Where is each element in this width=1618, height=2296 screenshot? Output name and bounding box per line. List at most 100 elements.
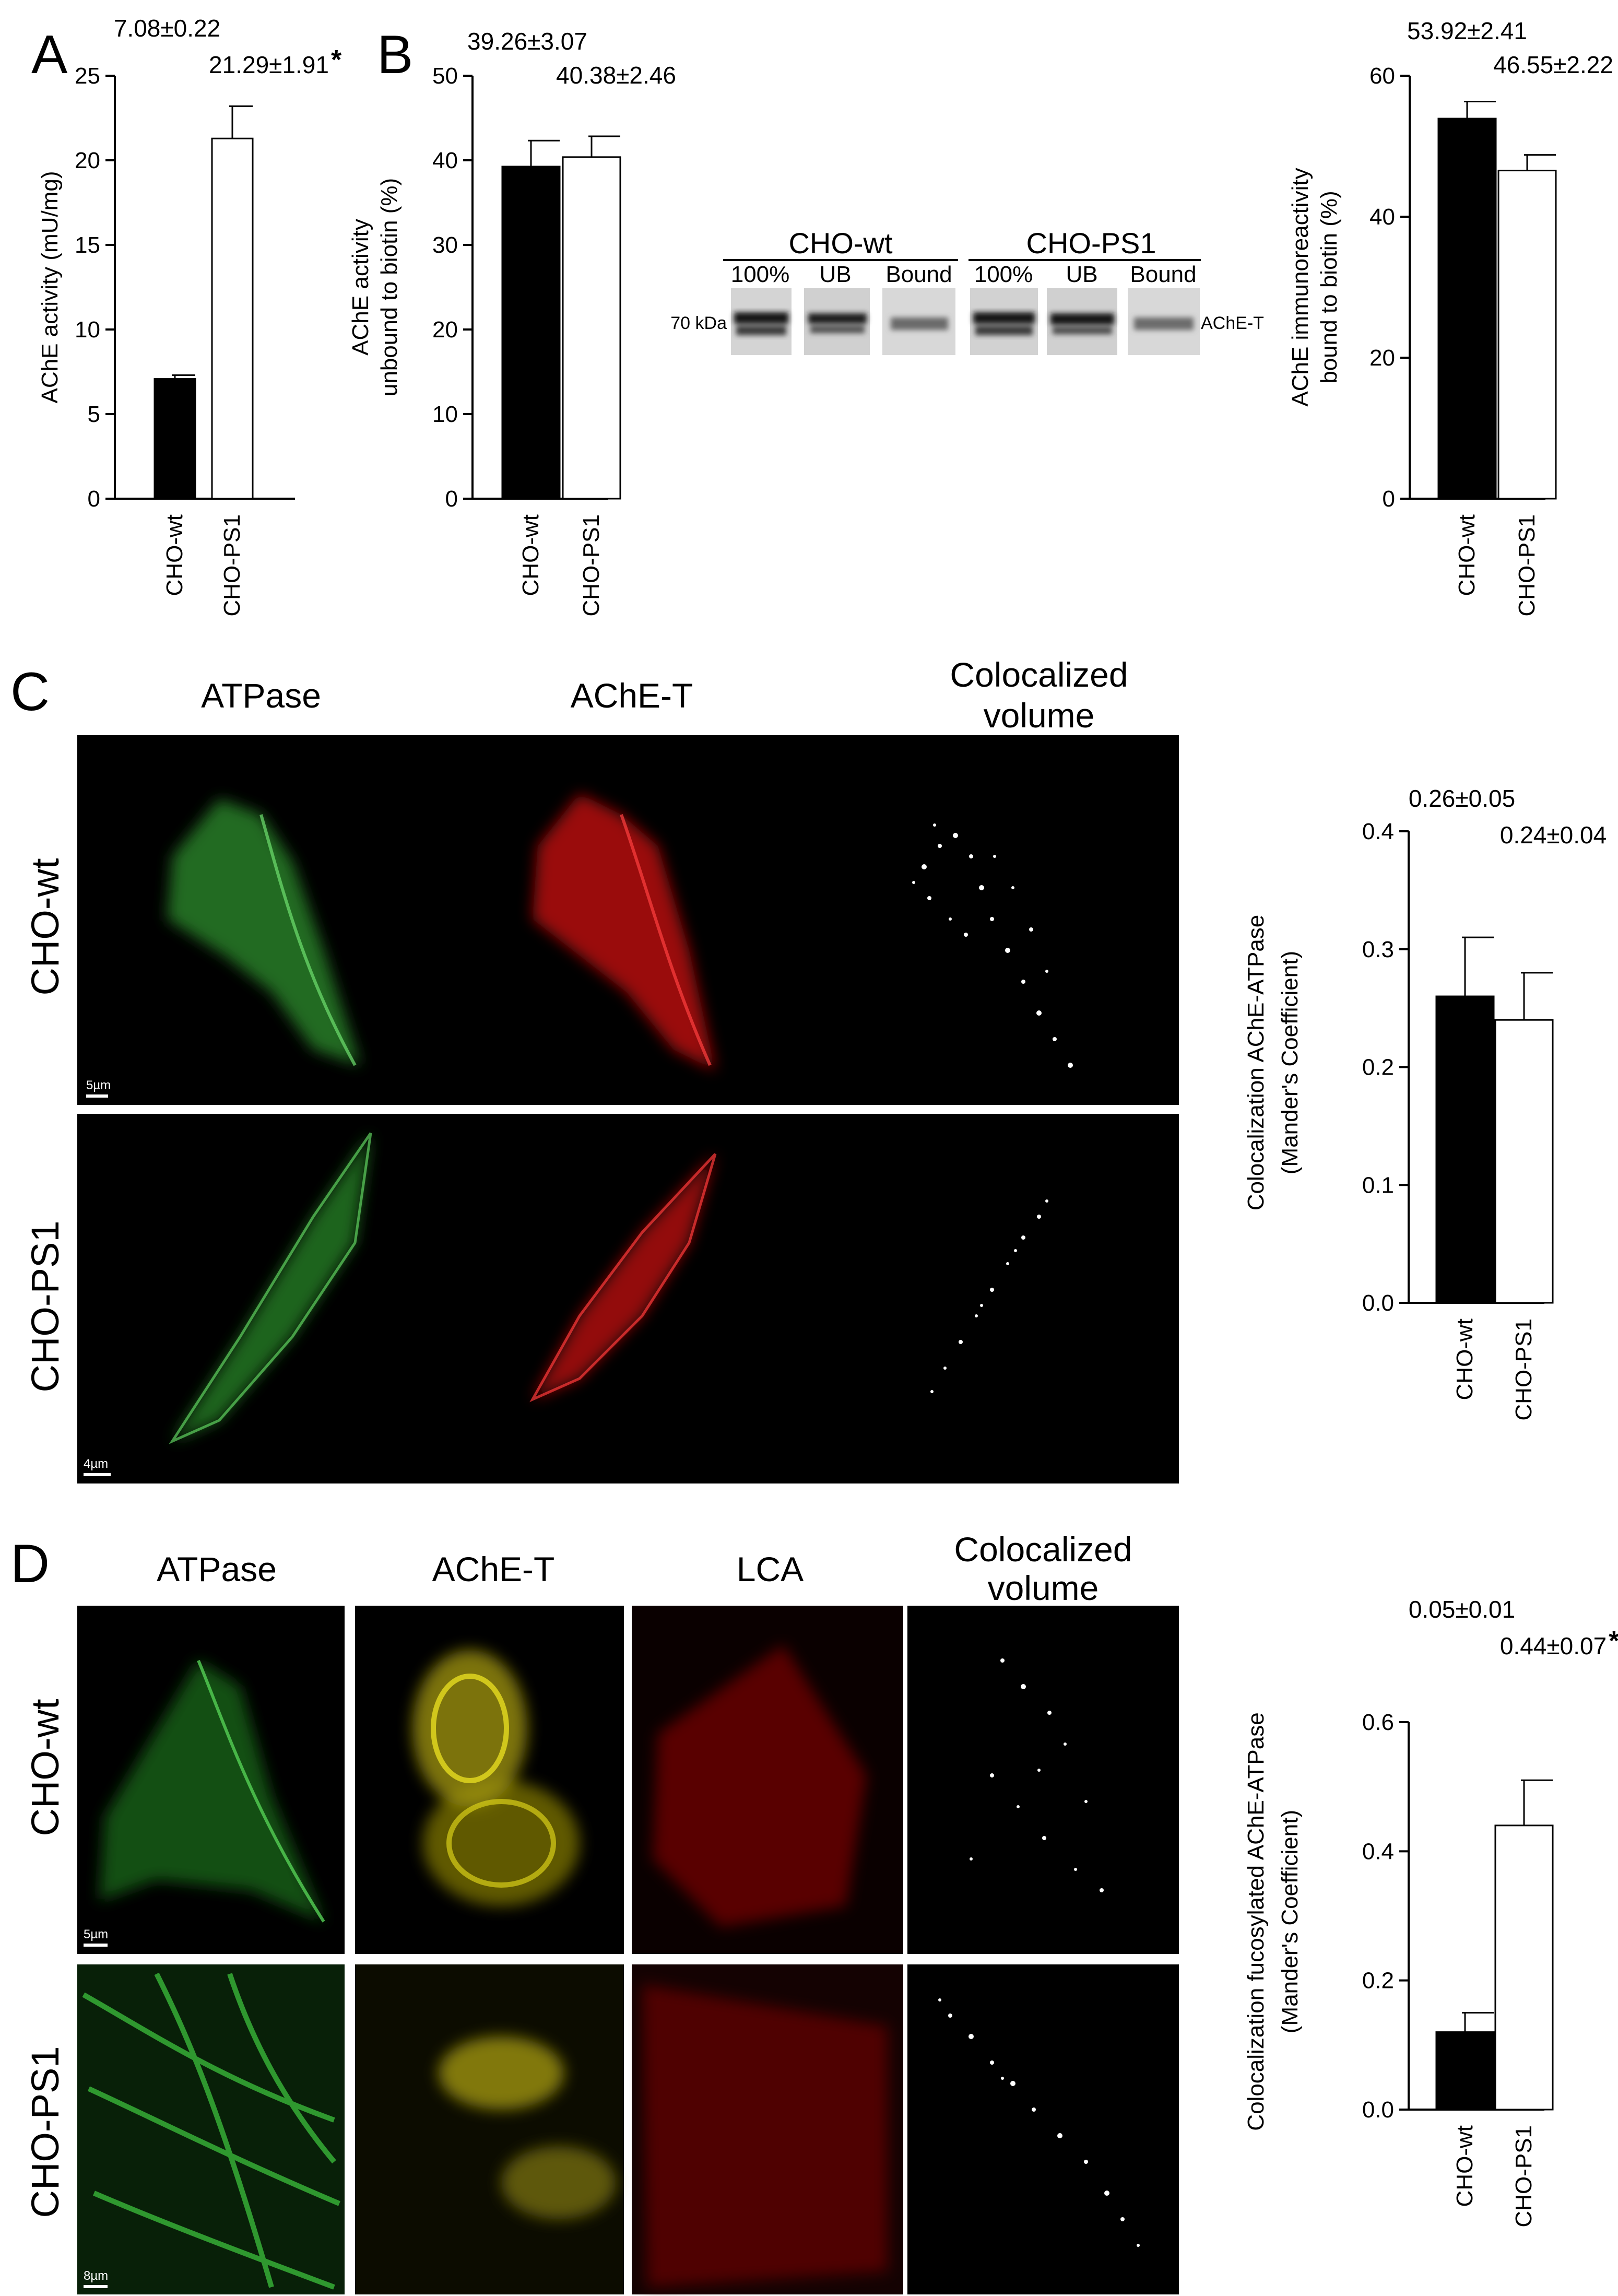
bar-cho-wt: [501, 166, 561, 500]
cell-lca: [642, 1984, 888, 2287]
blot-lane-label: 100%: [731, 262, 790, 287]
y-axis-label: (Mander's Coefficient): [1277, 1810, 1303, 2033]
y-tick-label: 0: [88, 486, 100, 512]
panel-label-a: A: [31, 25, 68, 85]
membrane-atpase: [197, 1659, 325, 1923]
y-tick-label: 15: [75, 232, 100, 258]
scalebar-label: 5µm: [84, 1927, 108, 1941]
category-label: CHO-wt: [518, 514, 544, 596]
column-label-ache-t: AChE-T: [432, 1550, 555, 1588]
western-blot: CHO-wt CHO-PS1 100% UB Bound 100% UB Bou…: [670, 227, 1264, 355]
data-label: 40.38±2.46: [556, 62, 676, 89]
data-label: 0.05±0.01: [1409, 1596, 1515, 1623]
bar-cho-ps1: [1494, 1019, 1554, 1304]
microscopy-d: ATPase AChE-T LCA Colocalized volume CHO…: [23, 1530, 1179, 2294]
data-label: 39.26±3.07: [467, 28, 587, 55]
coloc-points: [930, 1199, 1048, 1393]
column-label-volume: volume: [984, 696, 1095, 735]
panel-label-d: D: [10, 1534, 50, 1594]
blot-lane-label: UB: [819, 262, 851, 287]
blot-marker-label: 70 kDa: [670, 313, 727, 333]
blot-lane-label: UB: [1066, 262, 1097, 287]
bar-cho-ps1: [1494, 1824, 1554, 2111]
row-label-cho-ps1: CHO-PS1: [23, 1221, 67, 1393]
category-label: CHO-wt: [1452, 2125, 1478, 2207]
bar-cho-ps1: [562, 156, 621, 500]
column-label-lca: LCA: [737, 1550, 804, 1588]
column-label-volume: volume: [988, 1569, 1099, 1607]
scalebar: [84, 1473, 111, 1476]
y-tick-label: 0.4: [1362, 1839, 1394, 1864]
bar-cho-ps1: [1497, 170, 1557, 500]
scalebar-label: 5µm: [86, 1078, 111, 1092]
cell-ache: [533, 794, 715, 1070]
y-tick-label: 10: [432, 402, 458, 427]
column-label-ache-t: AChE-T: [571, 676, 693, 715]
membrane-ache: [529, 1153, 717, 1403]
membranes-atpase: [82, 1972, 340, 2290]
significance-marker: *: [1609, 1626, 1618, 1656]
y-tick-label: 0.1: [1362, 1172, 1394, 1198]
scalebar-label: 8µm: [84, 2269, 108, 2283]
blot-band: [891, 317, 948, 330]
chart-b-unbound: 0 10 20 30 40 50 AChE activity unbound to bioti…: [348, 28, 676, 617]
y-tick-label: 20: [1369, 345, 1395, 371]
y-tick-label: 0.2: [1362, 1055, 1394, 1080]
bar-cho-wt: [1435, 2031, 1495, 2111]
y-tick-label: 20: [75, 148, 100, 173]
y-axis-label: AChE immunoreactivity: [1288, 168, 1313, 406]
membrane-ache: [620, 814, 712, 1066]
membrane-atpase: [169, 1132, 372, 1444]
y-axis-label: (Mander's Coefficient): [1277, 951, 1303, 1174]
y-tick-label: 40: [1369, 204, 1395, 230]
y-axis-label: bound to biotin (%): [1316, 191, 1342, 383]
data-label: 7.08±0.22: [114, 15, 220, 42]
category-label: CHO-PS1: [1511, 1318, 1537, 1421]
bar-cho-wt: [1435, 995, 1495, 1304]
y-tick-label: 40: [432, 148, 458, 173]
cell-atpase: [167, 799, 360, 1065]
y-tick-label: 0.6: [1362, 1710, 1394, 1735]
blot-band: [1050, 313, 1114, 325]
micrograph-d-cho-ps1-coloc: [907, 1964, 1179, 2294]
cell-ache: [439, 2036, 564, 2110]
y-axis-label: unbound to biotin (%): [376, 178, 402, 396]
row-label-cho-wt: CHO-wt: [23, 1699, 67, 1836]
blot-band: [810, 326, 865, 333]
data-label: 0.24±0.04: [1500, 821, 1607, 849]
column-label-atpase: ATPase: [157, 1550, 277, 1588]
coloc-points: [970, 1658, 1104, 1892]
y-tick-label: 0.0: [1362, 2097, 1394, 2123]
blot-band: [808, 313, 867, 324]
micrograph-d-cho-ps1-ache: [355, 1964, 624, 2294]
bar-cho-wt: [1437, 117, 1497, 500]
blot-group-cho-ps1: CHO-PS1: [1026, 227, 1156, 260]
chart-a: 0 5 10 15 20 25 AChE activity (mU/mg) CHO-wt 7.0…: [37, 15, 342, 617]
data-label: 21.29±1.91: [209, 51, 329, 78]
y-tick-label: 0.3: [1362, 937, 1394, 962]
data-label: 0.44±0.07: [1500, 1632, 1607, 1659]
bar-cho-wt: [153, 378, 196, 500]
blot-band: [973, 312, 1035, 324]
y-tick-label: 50: [432, 63, 458, 89]
y-tick-label: 0.4: [1362, 819, 1394, 844]
cell-ache: [412, 1650, 527, 1807]
y-tick-label: 0.0: [1362, 1290, 1394, 1316]
blot-band-label: AChE-T: [1201, 313, 1264, 333]
category-label: CHO-PS1: [1514, 514, 1540, 617]
coloc-points: [938, 1998, 1140, 2247]
cell-lca: [653, 1645, 867, 1927]
y-axis-label: Colocalization fucosylated AChE-ATPase: [1243, 1712, 1269, 2130]
y-tick-label: 0: [445, 486, 458, 512]
bar-cho-ps1: [211, 137, 254, 500]
y-tick-label: 0.2: [1362, 1968, 1394, 1994]
blot-lane-label: 100%: [974, 262, 1033, 287]
cell-atpase: [99, 1661, 324, 1922]
y-tick-label: 0: [1383, 486, 1395, 512]
column-label-atpase: ATPase: [201, 676, 321, 715]
cell-ache: [533, 1154, 715, 1399]
scalebar: [84, 1944, 108, 1947]
category-label: CHO-wt: [1452, 1318, 1478, 1400]
category-label: CHO-wt: [162, 514, 187, 596]
